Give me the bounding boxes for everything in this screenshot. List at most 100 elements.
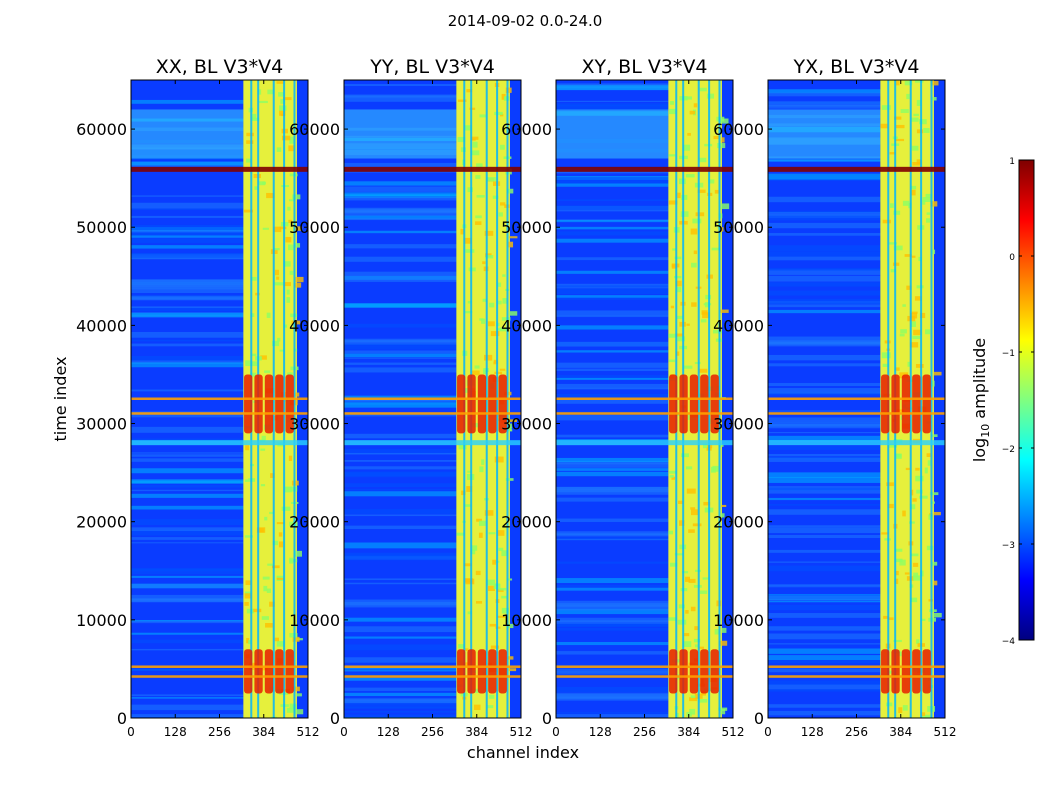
band-speckle xyxy=(481,318,486,324)
strong-signal-block xyxy=(891,649,900,694)
strong-signal-block xyxy=(498,649,507,694)
band-speckle xyxy=(276,147,282,152)
band-speckle xyxy=(895,558,903,563)
band-speckle xyxy=(501,550,508,557)
noise-band xyxy=(344,181,457,186)
noise-band xyxy=(131,620,244,622)
noise-band xyxy=(768,245,881,252)
band-speckle xyxy=(463,563,472,567)
cyan-region xyxy=(556,109,669,159)
band-speckle xyxy=(507,241,514,248)
band-speckle xyxy=(692,218,702,224)
band-speckle xyxy=(930,434,938,438)
bright-row xyxy=(768,166,945,172)
band-speckle xyxy=(262,227,269,230)
band-speckle xyxy=(721,504,727,507)
strong-signal-block xyxy=(679,649,688,694)
band-speckle xyxy=(266,312,271,318)
strong-signal-block xyxy=(901,374,911,434)
bright-row xyxy=(344,166,521,172)
band-speckle xyxy=(921,618,926,621)
band-speckle xyxy=(484,354,493,361)
band-speckle xyxy=(902,200,910,206)
band-speckle xyxy=(893,210,901,215)
strong-signal-block xyxy=(669,374,678,434)
band-speckle xyxy=(286,707,294,713)
band-speckle xyxy=(918,406,927,413)
band-speckle xyxy=(721,627,727,633)
strong-signal-block xyxy=(901,649,911,694)
band-speckle xyxy=(919,312,926,319)
band-speckle xyxy=(501,93,506,100)
band-speckle xyxy=(488,585,495,591)
noise-band xyxy=(131,484,244,488)
band-speckle xyxy=(479,520,486,526)
band-speckle xyxy=(508,623,514,629)
band-speckle xyxy=(907,361,911,367)
band-speckle xyxy=(295,276,304,283)
band-speckle xyxy=(910,312,918,319)
noise-band xyxy=(344,489,457,491)
panel-title: YX, BL V3*V4 xyxy=(792,56,919,78)
band-speckle xyxy=(294,709,304,715)
noise-band xyxy=(131,389,244,392)
band-speckle xyxy=(721,513,725,518)
band-speckle xyxy=(932,97,937,101)
band-speckle xyxy=(881,532,889,535)
noise-band xyxy=(131,312,244,318)
bright-row xyxy=(344,397,521,400)
band-speckle xyxy=(687,132,691,136)
noise-band xyxy=(556,671,669,675)
noise-band xyxy=(131,632,244,635)
y-tick-label: 60000 xyxy=(76,120,127,139)
noise-band xyxy=(768,689,881,692)
noise-band xyxy=(344,323,457,328)
band-speckle xyxy=(674,333,683,337)
noise-band xyxy=(344,244,457,249)
band-speckle xyxy=(261,435,266,441)
y-tick-label: 20000 xyxy=(713,513,764,532)
heatmap-panel-4: 0 128 256 384 512 0 10000 20000 30000 40000 50000 6… xyxy=(713,56,956,739)
noise-band xyxy=(556,315,669,318)
band-speckle xyxy=(895,138,905,142)
band-speckle xyxy=(474,365,480,369)
band-speckle xyxy=(668,200,678,205)
noise-band xyxy=(556,627,669,631)
cyan-region xyxy=(768,109,881,159)
band-speckle xyxy=(475,215,482,219)
band-speckle xyxy=(246,158,251,163)
noise-band xyxy=(344,692,457,697)
strong-signal-block xyxy=(922,649,931,694)
noise-band xyxy=(131,252,244,259)
noise-band xyxy=(556,686,669,693)
noise-band xyxy=(131,339,244,342)
band-speckle xyxy=(277,337,281,342)
band-speckle xyxy=(265,623,273,628)
noise-band xyxy=(768,269,881,275)
noise-band xyxy=(131,195,244,197)
band-speckle xyxy=(919,119,927,125)
strong-signal-block xyxy=(700,649,709,694)
noise-band xyxy=(768,684,881,690)
band-speckle xyxy=(457,136,466,143)
band-speckle xyxy=(499,368,506,371)
band-speckle xyxy=(498,547,504,552)
heatmap-image xyxy=(344,80,521,718)
band-speckle xyxy=(674,275,682,279)
band-speckle xyxy=(668,154,676,157)
noise-band xyxy=(556,296,669,300)
bright-row xyxy=(131,675,308,678)
x-tick-label: 256 xyxy=(633,725,656,739)
x-tick-label: 384 xyxy=(465,725,488,739)
band-speckle xyxy=(930,201,938,207)
band-speckle xyxy=(274,282,284,286)
band-speckle xyxy=(283,261,291,267)
band-speckle xyxy=(883,615,889,619)
band-speckle xyxy=(490,331,500,337)
noise-band xyxy=(768,275,881,282)
noise-band xyxy=(556,180,669,185)
band-speckle xyxy=(918,256,922,262)
noise-band xyxy=(768,655,881,661)
band-speckle xyxy=(501,595,508,599)
